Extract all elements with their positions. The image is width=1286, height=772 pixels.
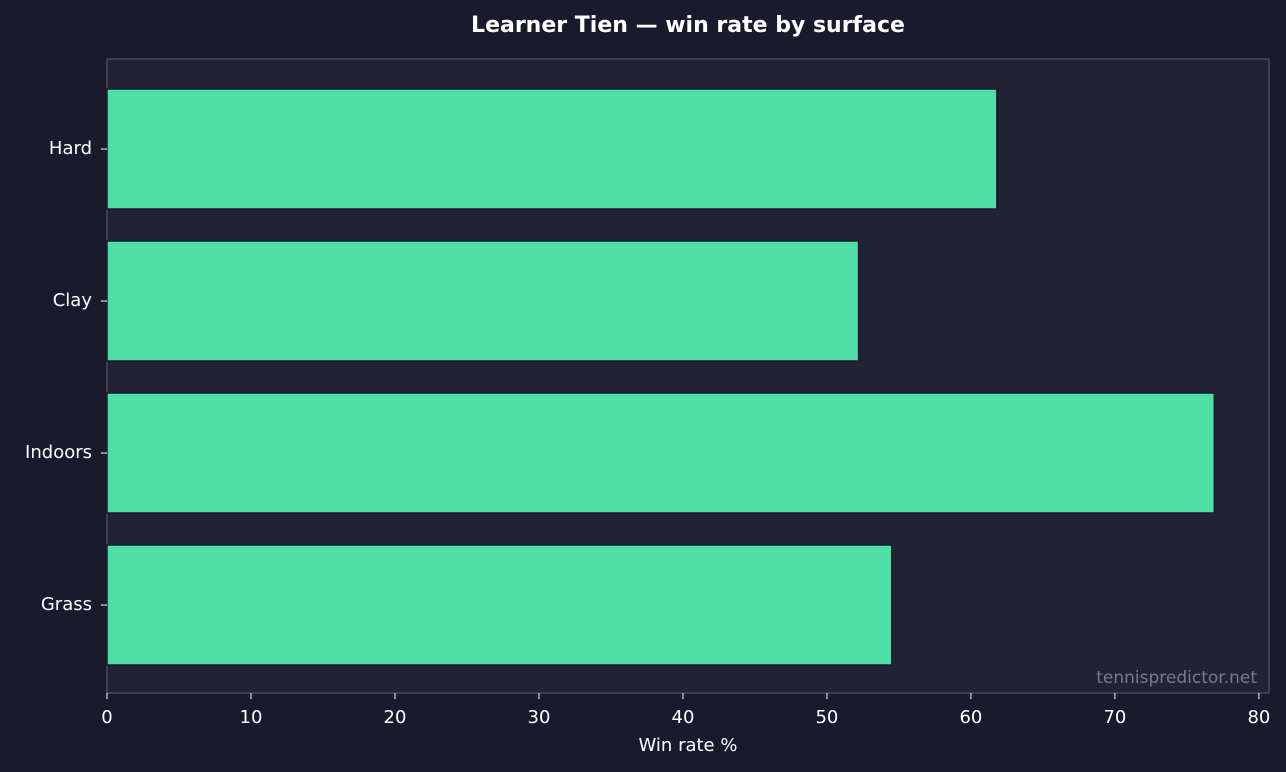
x-tick-label: 60 <box>959 707 982 728</box>
y-tick-label: Grass <box>41 594 92 615</box>
x-tick-label: 10 <box>240 707 263 728</box>
x-tick-label: 50 <box>815 707 838 728</box>
bar <box>106 240 860 362</box>
x-tick-label: 0 <box>101 707 112 728</box>
bar <box>106 392 1216 514</box>
chart-title: Learner Tien — win rate by surface <box>471 13 905 38</box>
x-tick-label: 20 <box>384 707 407 728</box>
x-tick-label: 80 <box>1247 707 1270 728</box>
x-tick-label: 30 <box>528 707 551 728</box>
bar <box>106 88 998 210</box>
bar <box>106 544 893 666</box>
y-tick-label: Hard <box>49 138 92 159</box>
y-tick-label: Clay <box>53 290 93 311</box>
y-tick-label: Indoors <box>25 442 92 463</box>
x-tick-label: 40 <box>672 707 695 728</box>
x-axis-label: Win rate % <box>639 735 738 756</box>
watermark: tennispredictor.net <box>1096 668 1257 688</box>
x-tick-label: 70 <box>1103 707 1126 728</box>
